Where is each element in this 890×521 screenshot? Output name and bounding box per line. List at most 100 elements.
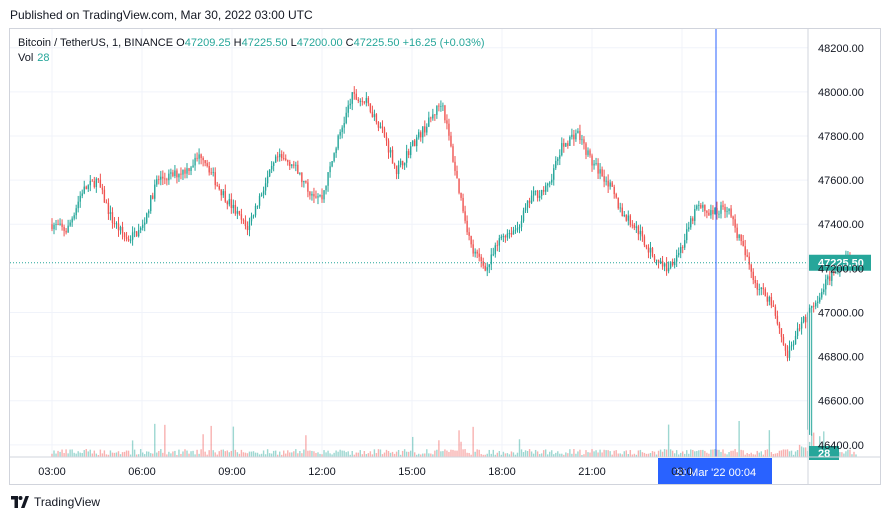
volume-bar (381, 454, 384, 457)
volume-bar (448, 451, 450, 457)
volume-bar (839, 452, 841, 457)
candle-body (732, 216, 734, 220)
candle-body (726, 210, 728, 212)
volume-bar (137, 454, 140, 457)
candle-body (569, 136, 571, 146)
volume-bar (714, 449, 716, 457)
axes: 48200.00 48000.00 47800.00 47600.00 47400.00… (10, 29, 880, 485)
volume-bar (770, 452, 773, 457)
volume-bar (291, 452, 293, 457)
candle-body (500, 236, 503, 239)
candle-body (327, 172, 329, 186)
volume-bar (266, 449, 269, 457)
volume-bar (623, 451, 625, 457)
volume-bar (285, 453, 287, 457)
volume-bar (589, 452, 591, 457)
volume-bar (641, 452, 644, 457)
candle-body (381, 126, 384, 129)
candle-body (383, 128, 386, 137)
volume-bar (601, 452, 603, 457)
candle-body (784, 344, 787, 351)
candle-body (603, 176, 605, 182)
candle-body (262, 190, 265, 195)
volume-bar (704, 450, 706, 457)
candle-body (244, 220, 247, 226)
candle-body (226, 201, 229, 205)
candle-body (103, 189, 106, 203)
volume-bar (460, 441, 462, 457)
candle-body (446, 120, 448, 124)
x-tick-label: 12:00 (308, 466, 336, 478)
candle-body (143, 222, 146, 225)
volume-bar (409, 450, 412, 457)
volume-bar (325, 452, 327, 457)
volume-bar (456, 450, 458, 457)
volume-bar (192, 450, 194, 457)
volume-bar (258, 454, 261, 457)
volume-bar (355, 452, 357, 457)
volume-bar (353, 454, 355, 457)
candle-body (494, 245, 497, 255)
volume-bar (772, 453, 775, 457)
candle-body (105, 202, 108, 204)
y-tick-label: 48200.00 (818, 43, 864, 55)
volume-bar (752, 454, 754, 457)
volume-bar (498, 451, 501, 457)
volume-bar (464, 449, 466, 457)
candle-body (174, 170, 176, 176)
candle-body (264, 183, 267, 191)
candle-body (216, 185, 218, 187)
volume-bar (577, 451, 579, 457)
volume-bar (774, 453, 777, 457)
volume-bar (313, 451, 315, 457)
volume-bar (496, 452, 499, 457)
volume-bar (305, 435, 307, 457)
volume-bar (536, 451, 539, 457)
volume-bar (442, 451, 444, 457)
candle-body (127, 239, 130, 241)
volume-bar (97, 454, 100, 457)
candle-body (272, 162, 275, 166)
candle-body (252, 215, 255, 217)
volume-bar (216, 454, 218, 457)
volume-bar (357, 452, 359, 457)
candle-body (502, 236, 505, 237)
volume-bar (226, 450, 229, 457)
volume-bar (532, 453, 535, 457)
candle-body (615, 194, 617, 198)
candle-body (428, 117, 430, 127)
chart-legend: Bitcoin / TetherUS, 1, BINANCE O47209.25… (18, 35, 485, 51)
candle-body (438, 105, 440, 107)
volume-bar (740, 449, 742, 457)
candle-body (649, 247, 652, 253)
volume-bar (281, 454, 283, 457)
volume-bar (754, 454, 756, 457)
candle-body (335, 148, 337, 154)
candle-body (659, 260, 662, 264)
candle-body (180, 173, 182, 175)
candle-body (67, 225, 69, 233)
volume-bar (89, 449, 91, 457)
volume-bar (732, 450, 734, 457)
candle-body (359, 100, 362, 102)
candle-body (788, 346, 791, 358)
volume-bar (405, 451, 408, 457)
candle-body (470, 235, 472, 245)
candle-body (121, 226, 124, 234)
candle-body (702, 205, 704, 208)
candle-body (432, 114, 434, 119)
candle-body (587, 150, 589, 155)
volume-bar (184, 449, 186, 457)
volume-bar (450, 449, 452, 457)
candle-body (401, 160, 404, 166)
volume-value: 28 (37, 52, 50, 64)
candle-body (625, 214, 627, 221)
volume-bar (684, 453, 686, 457)
volume-bar (444, 449, 446, 457)
volume-bar (530, 451, 533, 457)
high-value: 47225.50 (241, 37, 288, 49)
volume-bar (524, 450, 527, 457)
volume-bar (204, 451, 206, 457)
volume-bar (411, 436, 414, 457)
